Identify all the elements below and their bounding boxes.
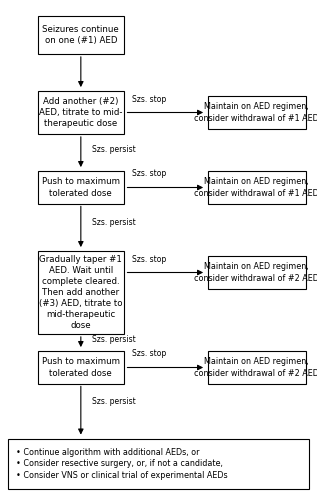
FancyBboxPatch shape	[38, 351, 124, 384]
Text: Szs. stop: Szs. stop	[132, 254, 166, 264]
Text: Maintain on AED regimen,
consider withdrawal of #1 AED: Maintain on AED regimen, consider withdr…	[194, 102, 317, 122]
Text: Szs. stop: Szs. stop	[132, 350, 166, 358]
Text: • Continue algorithm with additional AEDs, or
• Consider resective surgery, or, : • Continue algorithm with additional AED…	[16, 448, 228, 480]
Text: Add another (#2)
AED, titrate to mid-
therapeutic dose: Add another (#2) AED, titrate to mid- th…	[39, 97, 123, 128]
FancyBboxPatch shape	[8, 439, 309, 489]
FancyBboxPatch shape	[208, 96, 306, 128]
FancyBboxPatch shape	[208, 256, 306, 289]
Text: Szs. stop: Szs. stop	[132, 170, 166, 178]
Text: Push to maximum
tolerated dose: Push to maximum tolerated dose	[42, 178, 120, 198]
Text: Maintain on AED regimen,
consider withdrawal of #1 AED: Maintain on AED regimen, consider withdr…	[194, 178, 317, 198]
Text: Maintain on AED regimen,
consider withdrawal of #2 AED: Maintain on AED regimen, consider withdr…	[194, 358, 317, 378]
Text: Szs. stop: Szs. stop	[132, 94, 166, 104]
Text: Maintain on AED regimen,
consider withdrawal of #2 AED: Maintain on AED regimen, consider withdr…	[194, 262, 317, 282]
Text: Szs. persist: Szs. persist	[92, 218, 136, 227]
Text: Szs. persist: Szs. persist	[92, 146, 136, 154]
FancyBboxPatch shape	[208, 171, 306, 204]
FancyBboxPatch shape	[38, 91, 124, 134]
Text: Seizures continue
on one (#1) AED: Seizures continue on one (#1) AED	[42, 25, 119, 45]
Text: Push to maximum
tolerated dose: Push to maximum tolerated dose	[42, 358, 120, 378]
FancyBboxPatch shape	[38, 252, 124, 334]
FancyBboxPatch shape	[38, 171, 124, 204]
FancyBboxPatch shape	[38, 16, 124, 54]
Text: Szs. persist: Szs. persist	[92, 336, 136, 344]
Text: Szs. persist: Szs. persist	[92, 397, 136, 406]
Text: Gradually taper #1
AED. Wait until
complete cleared.
Then add another
(#3) AED, : Gradually taper #1 AED. Wait until compl…	[39, 254, 123, 330]
FancyBboxPatch shape	[208, 351, 306, 384]
